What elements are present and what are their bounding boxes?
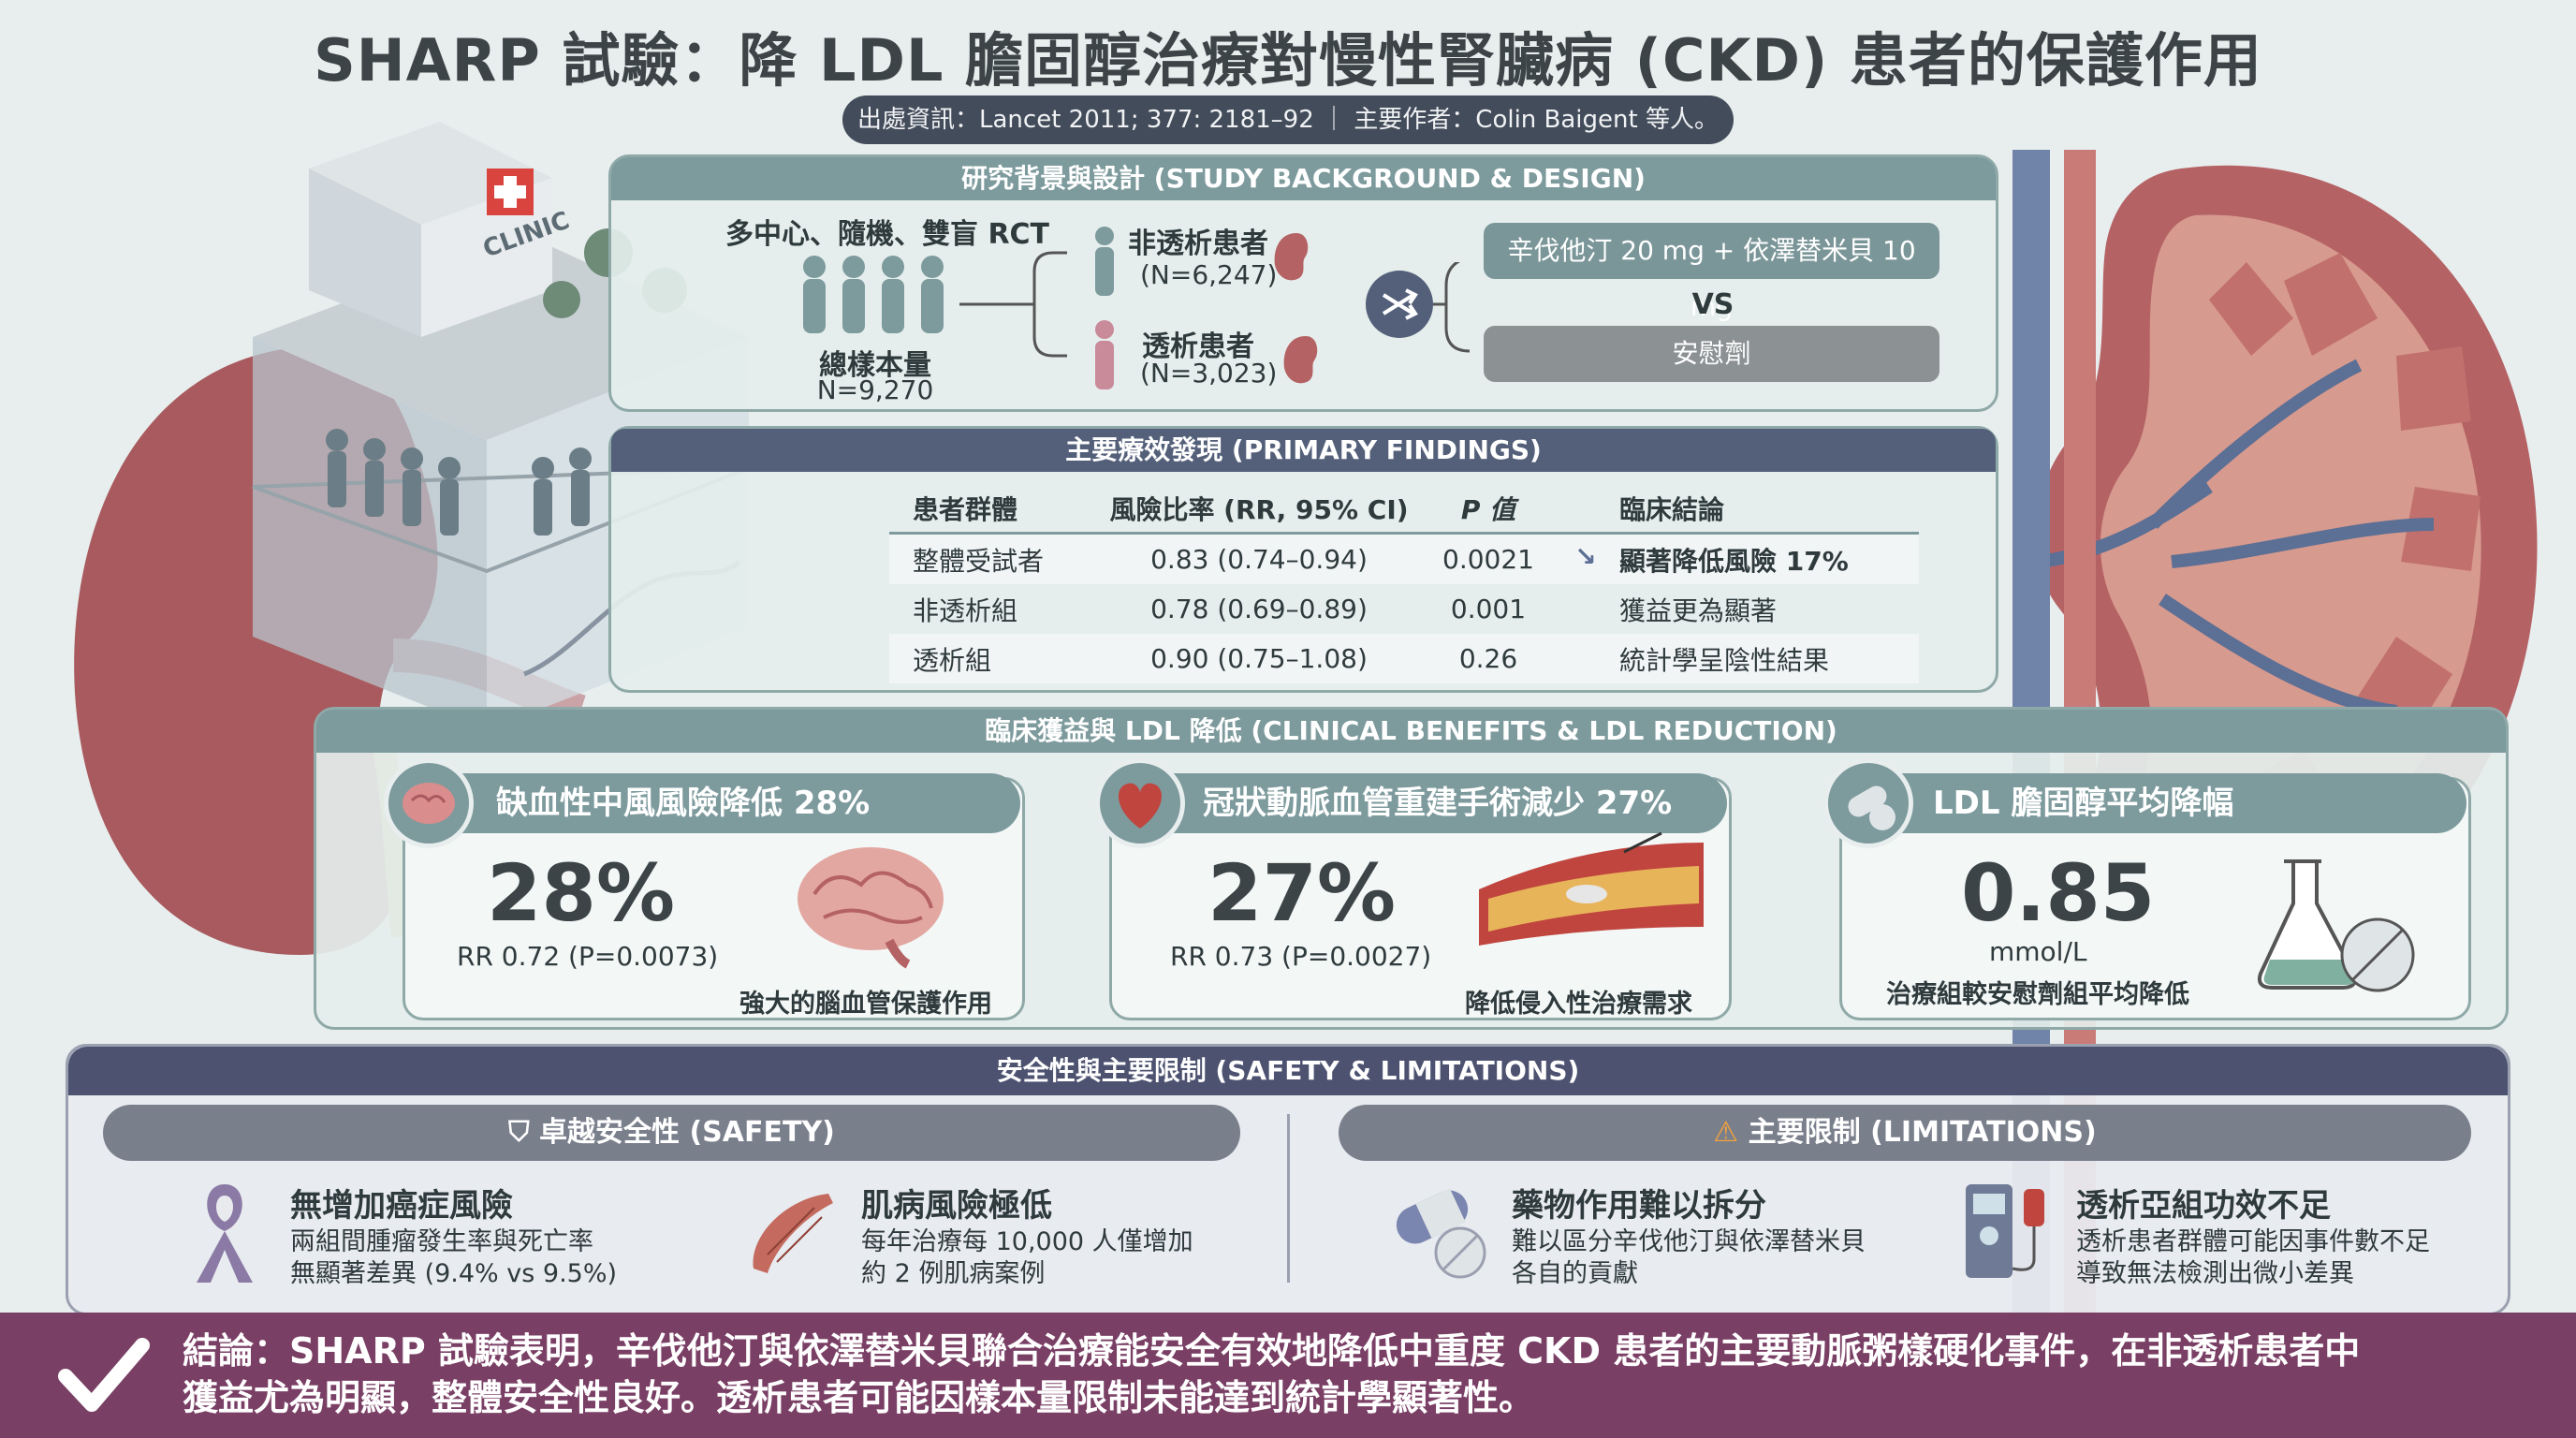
limit-item-desc: 透析患者群體可能因事件數不足 [2076, 1227, 2430, 1256]
vs-label: VS [1691, 288, 1734, 321]
branch-connector [959, 251, 1067, 358]
table-cell: 獲益更為顯著 [1619, 594, 1778, 626]
warning-icon: ⚠ [1713, 1116, 1739, 1149]
safety-item-desc: 約 2 例肌病案例 [861, 1259, 1046, 1288]
revasc-note: 降低侵入性治療需求 [1465, 990, 1692, 1019]
dialysis-n: (N=3,023) [1140, 358, 1278, 389]
table-cell: 0.90 (0.75–1.08) [1150, 643, 1368, 674]
stroke-rr: RR 0.72 (P=0.0073) [457, 941, 719, 972]
total-sample-label: 總樣本量 [819, 349, 931, 382]
table-cell: 統計學呈陰性結果 [1619, 644, 1830, 676]
placebo-arm: 安慰劑 [1484, 326, 1939, 382]
limit-item-title: 透析亞組功效不足 [2076, 1187, 2331, 1225]
total-sample-n: N=9,270 [816, 374, 934, 405]
column-header: 患者群體 [913, 494, 1018, 525]
table-row: 透析組 0.90 (0.75–1.08) 0.26 統計學呈陰性結果 [889, 634, 1919, 683]
table-cell: ↘ 顯著降低風險 17% [1563, 541, 1919, 579]
table-cell: 透析組 [913, 644, 992, 676]
ldl-value: 0.85 [1961, 847, 2156, 939]
limit-item-desc: 各自的貢獻 [1512, 1259, 1638, 1288]
safety-item-desc: 兩組間腫瘤發生率與死亡率 [290, 1227, 593, 1256]
nondialysis-kidney-icon [1274, 233, 1309, 281]
ldl-note: 治療組較安慰劑組平均降低 [1886, 980, 2189, 1009]
dialysis-kidney-icon [1283, 336, 1318, 384]
benefits-heading: 臨床獲益與 LDL 降低 (CLINICAL BENEFITS & LDL RE… [316, 710, 2506, 753]
capsule-pills-icon [1396, 1188, 1486, 1279]
flask-illustration [2257, 859, 2415, 992]
conclusion-line: 獲益尤為明顯，整體安全性良好。透析患者可能因樣本量限制未能達到統計學顯著性。 [183, 1377, 1535, 1418]
findings-table: 患者群體 風險比率 (RR, 95% CI) P 值 臨床結論 整體受試者 0.… [889, 485, 1919, 683]
table-header-row: 患者群體 風險比率 (RR, 95% CI) P 值 臨床結論 [889, 485, 1919, 535]
randomize-connector [1366, 262, 1471, 353]
stroke-note: 強大的腦血管保護作用 [739, 990, 992, 1019]
ribbon-icon [197, 1184, 253, 1283]
brain-icon [384, 758, 474, 848]
limit-item-desc: 導致無法檢測出微小差異 [2076, 1259, 2354, 1288]
table-cell: 0.78 (0.69–0.89) [1150, 594, 1368, 624]
safety-item-title: 無增加癌症風險 [290, 1187, 513, 1225]
limits-subheading-text: 主要限制 (LIMITATIONS) [1748, 1116, 2097, 1149]
dialysis-machine-icon [1966, 1184, 2044, 1278]
shield-icon: ⛉ [508, 1116, 530, 1149]
checkmark-icon [58, 1338, 150, 1412]
nondialysis-n: (N=6,247) [1140, 259, 1278, 290]
clinic-sign: CLINIC [479, 207, 573, 264]
ldl-card-title: LDL 膽固醇平均降幅 [1863, 773, 2466, 833]
heart-icon [1095, 758, 1185, 848]
trend-down-icon: ↘ [1574, 540, 1597, 572]
column-divider [1287, 1114, 1290, 1283]
table-cell: 整體受試者 [913, 545, 1045, 577]
treatment-arm: 辛伐他汀 20 mg + 依澤替米貝 10 mg [1484, 223, 1939, 322]
column-header: P 值 [1460, 494, 1516, 525]
rct-label: 多中心、隨機、雙盲 RCT [725, 218, 1050, 251]
revasc-card-title: 冠狀動脈血管重建手術減少 27% [1133, 773, 1727, 833]
findings-heading: 主要療效發現 (PRIMARY FINDINGS) [611, 429, 1996, 472]
revasc-rr: RR 0.73 (P=0.0027) [1170, 941, 1432, 972]
dialysis-person-icon [1095, 320, 1114, 389]
population-icon [803, 256, 944, 333]
column-header: 風險比率 (RR, 95% CI) [1109, 494, 1409, 525]
artery-illustration [1479, 831, 1704, 946]
limit-item-desc: 難以區分辛伐他汀與依澤替米貝 [1512, 1227, 1866, 1256]
revasc-value: 27% [1208, 847, 1397, 939]
safety-subheading: ⛉ 卓越安全性 (SAFETY) [103, 1105, 1240, 1161]
page-title: SHARP 試驗：降 LDL 膽固醇治療對慢性腎臟病 (CKD) 患者的保護作用 [314, 26, 2262, 95]
table-cell: 非透析組 [913, 594, 1018, 626]
citation-badge: 出處資訊：Lancet 2011; 377: 2181–92 ｜ 主要作者：Co… [842, 95, 1734, 144]
brain-illustration [798, 847, 944, 969]
safety-item-desc: 每年治療每 10,000 人僅增加 [861, 1227, 1193, 1256]
conclusion-text: 結論：SHARP 試驗表明，辛伐他汀與依澤替米貝聯合治療能安全有效地降低中重度 … [183, 1328, 2523, 1421]
safety-item-title: 肌病風險極低 [861, 1187, 1052, 1225]
dialysis-label: 透析患者 [1142, 330, 1254, 363]
safety-item-desc: 無顯著差異 (9.4% vs 9.5%) [290, 1259, 618, 1288]
muscle-icon [753, 1194, 833, 1273]
table-row: 整體受試者 0.83 (0.74–0.94) 0.0021 ↘ 顯著降低風險 1… [889, 535, 1919, 584]
stroke-value: 28% [487, 847, 676, 939]
table-cell: 0.83 (0.74–0.94) [1150, 544, 1368, 575]
table-cell: 0.26 [1458, 643, 1518, 674]
stroke-card-title: 缺血性中風風險降低 28% [426, 773, 1020, 833]
ldl-unit: mmol/L [1989, 936, 2087, 967]
nondialysis-label: 非透析患者 [1128, 227, 1268, 260]
limit-item-title: 藥物作用難以拆分 [1512, 1187, 1766, 1225]
pills-icon [1823, 758, 1913, 848]
table-row: 非透析組 0.78 (0.69–0.89) 0.001 獲益更為顯著 [889, 584, 1919, 634]
limits-subheading: ⚠ 主要限制 (LIMITATIONS) [1339, 1105, 2471, 1161]
study-design-heading: 研究背景與設計 (STUDY BACKGROUND & DESIGN) [611, 157, 1996, 200]
safety-heading: 安全性與主要限制 (SAFETY & LIMITATIONS) [68, 1047, 2508, 1095]
conclusion-line: 結論：SHARP 試驗表明，辛伐他汀與依澤替米貝聯合治療能安全有效地降低中重度 … [183, 1330, 2361, 1372]
nondialysis-person-icon [1095, 227, 1114, 296]
safety-subheading-text: 卓越安全性 (SAFETY) [539, 1116, 835, 1149]
conclusion-banner [0, 1313, 2576, 1438]
table-cell-text: 顯著降低風險 17% [1619, 545, 1849, 577]
column-header: 臨床結論 [1619, 494, 1725, 525]
table-cell: 0.0021 [1442, 544, 1534, 575]
table-cell: 0.001 [1450, 594, 1527, 624]
